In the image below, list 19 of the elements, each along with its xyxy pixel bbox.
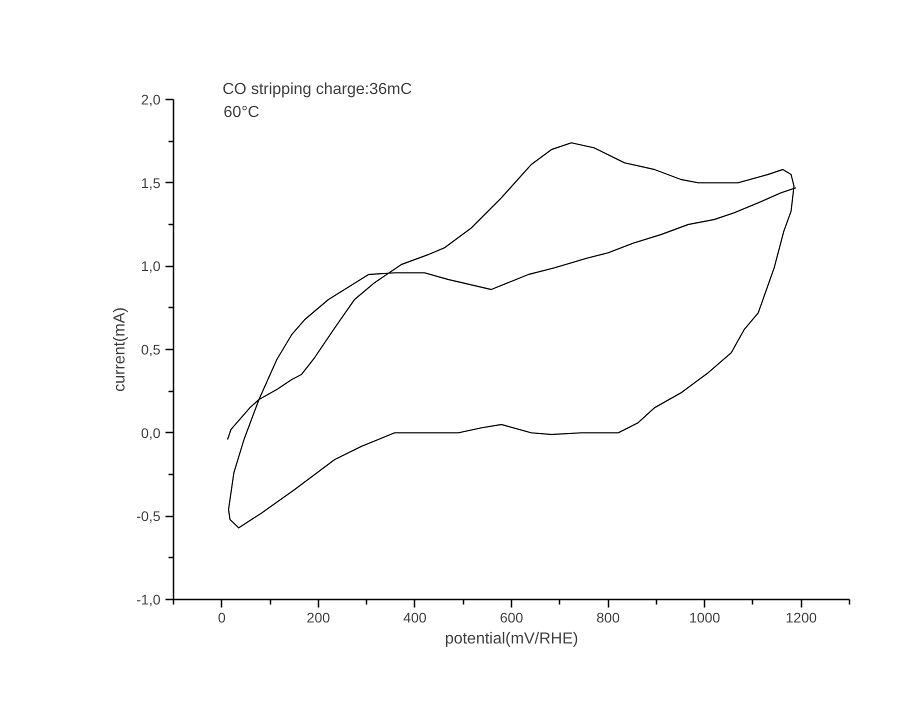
- x-tick-label: 1000: [689, 610, 720, 626]
- y-tick-label: 1,5: [141, 174, 161, 191]
- y-tick-label: -0,5: [136, 508, 161, 524]
- x-tick-label: 600: [500, 610, 524, 626]
- y-tick-label: 2,0: [141, 92, 161, 108]
- y-tick-label: -1,0: [136, 592, 161, 608]
- x-tick-label: 0: [218, 610, 226, 626]
- y-tick-label: 0,5: [141, 342, 161, 358]
- y-tick-label: 0,0: [141, 424, 161, 441]
- x-axis-title: potential(mV/RHE): [444, 630, 578, 648]
- x-tick-label: 800: [596, 610, 620, 626]
- y-tick-label: 1,0: [141, 258, 161, 274]
- y-axis-title: current(mA): [111, 307, 128, 392]
- x-tick-label: 200: [306, 610, 330, 626]
- x-tick-label: 1200: [786, 610, 817, 626]
- annotation: 60°C: [224, 104, 260, 121]
- line-series: [226, 142, 797, 528]
- x-tick-label: 400: [403, 610, 427, 626]
- text: CO stripping charge:36mC: [222, 81, 412, 98]
